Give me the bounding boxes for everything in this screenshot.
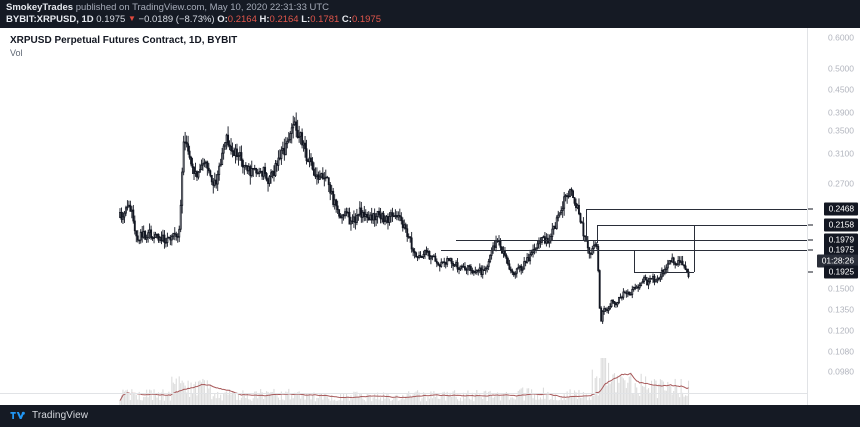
publish-info-line: SmokeyTrades published on TradingView.co… [6, 2, 329, 14]
price-tick-label: 0.1200 [828, 325, 854, 336]
chart-canvas[interactable]: XRPUSD Perpetual Futures Contract, 1D, B… [0, 28, 860, 405]
volume-series [119, 358, 690, 405]
open-value: 0.2164 [227, 14, 257, 25]
drawing-anchor-line[interactable] [586, 209, 587, 240]
time-axis-separator [0, 393, 808, 394]
price-level-badge[interactable]: 0.2158 [823, 218, 858, 232]
price-level-tickmark [808, 271, 813, 273]
price-tick-label: 0.0980 [828, 366, 854, 377]
price-level-tickmark [808, 239, 813, 241]
price-level-tickmark [808, 208, 813, 210]
tradingview-logo-icon [10, 410, 26, 421]
price-tick-label: 0.4500 [828, 84, 854, 95]
support-resistance-line[interactable] [456, 240, 808, 241]
price-level-badge[interactable]: 0.1925 [823, 265, 858, 279]
price-tick-label: 0.1500 [828, 283, 854, 294]
price-axis[interactable]: 0.6000 0.5000 0.4500 0.3900 0.3500 0.3100 0.27… [807, 28, 860, 405]
support-resistance-line[interactable] [634, 272, 694, 273]
price-level-badge[interactable]: 0.1979 [823, 233, 858, 247]
open-label: O: [217, 14, 228, 25]
price-tick-label: 0.6000 [828, 32, 854, 43]
high-label: H: [259, 14, 270, 25]
support-resistance-line[interactable] [586, 209, 808, 210]
price-tick-label: 0.1080 [828, 346, 854, 357]
candlestick-series [119, 112, 690, 324]
author-name: SmokeyTrades [6, 2, 74, 13]
close-label: C: [341, 14, 352, 25]
symbol-quote-line: BYBIT:XRPUSD, 1D 0.1975 ▼ −0.0189 (−8.73… [6, 14, 381, 26]
tradingview-logo[interactable]: TradingView [10, 410, 88, 421]
support-resistance-line[interactable] [441, 250, 808, 251]
price-tick-label: 0.3900 [828, 107, 854, 118]
price-level-badge[interactable]: 0.1975 [823, 243, 858, 257]
price-level-tickmark [808, 224, 813, 226]
price-level-badge[interactable]: 0.2468 [823, 202, 858, 216]
price-tick-label: 0.5000 [828, 63, 854, 74]
drawing-anchor-line[interactable] [597, 225, 598, 243]
price-tick-label: 0.3100 [828, 148, 854, 159]
volume-moving-average-line [119, 373, 689, 401]
price-tick-label: 0.1350 [828, 304, 854, 315]
change-percent: (−8.73%) [175, 14, 215, 25]
price-level-tickmark [808, 249, 813, 251]
price-tick-label: 0.2700 [828, 178, 854, 189]
price-plot-area[interactable] [0, 28, 808, 405]
bottom-brand-bar: TradingView [0, 405, 860, 427]
tradingview-logo-text: TradingView [32, 410, 89, 421]
drawing-anchor-line[interactable] [634, 250, 635, 272]
symbol-ticker: BYBIT:XRPUSD, 1D [6, 14, 94, 25]
down-arrow-icon: ▼ [127, 14, 136, 23]
high-value: 0.2164 [269, 14, 299, 25]
publish-meta: published on TradingView.com, May 10, 20… [75, 2, 330, 13]
candlestick-svg [119, 112, 690, 405]
last-price: 0.1975 [96, 14, 126, 25]
bar-countdown-badge[interactable]: 01:28:26 [816, 254, 858, 268]
chart-info-header: SmokeyTrades published on TradingView.co… [0, 0, 860, 28]
support-resistance-line[interactable] [597, 225, 808, 226]
low-label: L: [301, 14, 311, 25]
low-value: 0.1781 [310, 14, 340, 25]
close-value: 0.1975 [351, 14, 381, 25]
drawing-anchor-line[interactable] [694, 225, 695, 272]
change-absolute: −0.0189 [138, 14, 174, 25]
price-tick-label: 0.3500 [828, 125, 854, 136]
